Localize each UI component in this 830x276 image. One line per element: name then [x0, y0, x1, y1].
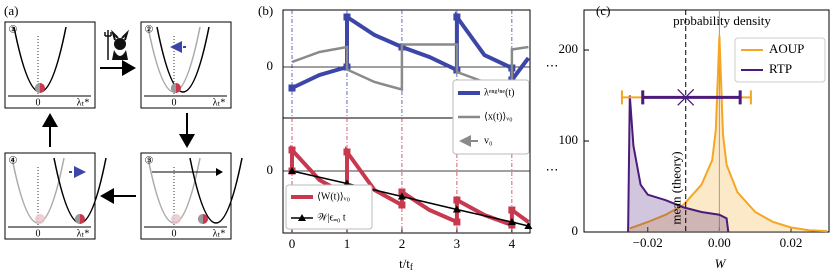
y-tick-label: 0 [572, 223, 579, 238]
particle-shade [198, 214, 203, 224]
axis-label: λₜ* [213, 228, 226, 239]
x-tick-label: 4 [509, 236, 516, 251]
plot-frame [282, 9, 531, 234]
square-marker [453, 196, 461, 204]
x-axis-label: W [715, 256, 727, 271]
triangle-marker [524, 222, 533, 229]
triangle-marker [288, 167, 297, 174]
step-box [140, 152, 232, 240]
axis-label: λₜ* [213, 97, 226, 108]
series-line [291, 170, 529, 227]
legend-label: RTP [769, 61, 792, 76]
triangle-marker [507, 218, 516, 225]
x-axis-label: t/tf [399, 256, 413, 272]
area-fill [629, 35, 827, 232]
continuation: ⋯ [546, 58, 559, 73]
prior-particle [35, 214, 45, 224]
legend-label: 𝒲|ϵ₌₀ t [317, 212, 346, 223]
continuation: ⋯ [546, 162, 559, 177]
axis-label: λₜ* [77, 97, 90, 108]
potential [156, 26, 210, 93]
x-tick-label: 0.02 [780, 235, 803, 250]
step-box [140, 21, 232, 109]
x-tick-label: 2 [399, 236, 406, 251]
particle-shade [75, 214, 80, 224]
density-line [629, 35, 827, 233]
step-box [4, 152, 96, 240]
error-bar [641, 90, 742, 105]
legend-label: λᵉⁿᵍⁱⁿᵉ(t) [484, 87, 515, 98]
step-box [4, 21, 96, 109]
panel-label: (b) [258, 3, 273, 18]
square-marker [343, 148, 351, 156]
x-tick-label: −0.02 [633, 235, 663, 250]
panel-a: ① 0 λₜ* ② 0 λₜ* ③ 0 λₜ* ④ 0 λₜ* [4, 21, 243, 240]
y-tick-label: 100 [559, 132, 579, 147]
triangle-marker [397, 192, 406, 200]
potential [189, 157, 243, 224]
y-tick-label: 200 [559, 41, 579, 56]
panel-b: (b) 0 1 2 3 4 t/tf 0 ⋯ 0 ⋯ λᵉⁿᵍⁱⁿᵉ(t) ⟨x(t)⟩ᵥ₀ v₀ ⟨W(t… [258, 3, 559, 272]
triangle-marker [452, 205, 461, 213]
prior-particle [171, 214, 181, 224]
y-tick-label: 0 [267, 58, 274, 73]
step-number: ③ [145, 155, 154, 166]
origin-label: 0 [172, 97, 177, 108]
demon-icon [104, 29, 130, 60]
square-marker [288, 84, 296, 92]
step-number: ② [145, 24, 154, 35]
x-tick-label: 0.00 [708, 235, 731, 250]
y-tick-label: 0 [267, 162, 274, 177]
square-marker [343, 13, 351, 21]
x-tick-label: 0 [289, 236, 296, 251]
square-marker [508, 206, 516, 214]
x-axis-label: t/t [399, 256, 410, 271]
particle-shade [171, 83, 176, 93]
origin-label: 0 [36, 228, 41, 239]
legend-label: AOUP [769, 41, 804, 56]
panel-label: (a) [4, 3, 18, 18]
square-marker [398, 201, 406, 209]
square-marker [453, 13, 461, 21]
density-line [627, 95, 730, 233]
square-marker [453, 218, 461, 226]
chart-title: probability density [673, 13, 771, 28]
plot-frame [583, 9, 830, 233]
legend-box [452, 79, 530, 155]
step-number: ④ [9, 155, 18, 166]
mean-label: mean (theory) [669, 151, 684, 224]
legend-swatch [298, 214, 306, 221]
legend-label: ⟨x(t)⟩ᵥ₀ [484, 111, 513, 122]
axis-label: λₜ* [77, 228, 90, 239]
legend-label: v₀ [484, 135, 493, 146]
x-tick-label: 3 [454, 236, 461, 251]
step-number: ① [9, 24, 18, 35]
legend-label: ⟨W(t)⟩ᵥ₀ [317, 191, 351, 202]
square-marker [398, 188, 406, 196]
origin-label: 0 [172, 228, 177, 239]
square-marker [288, 146, 296, 154]
origin-label: 0 [36, 97, 41, 108]
area-fill [628, 95, 729, 232]
x-axis-label-sub: f [410, 262, 413, 272]
mean-marker [677, 88, 695, 106]
series-line [291, 10, 530, 90]
x-tick-label: 1 [344, 236, 351, 251]
particle-shade [35, 83, 40, 93]
